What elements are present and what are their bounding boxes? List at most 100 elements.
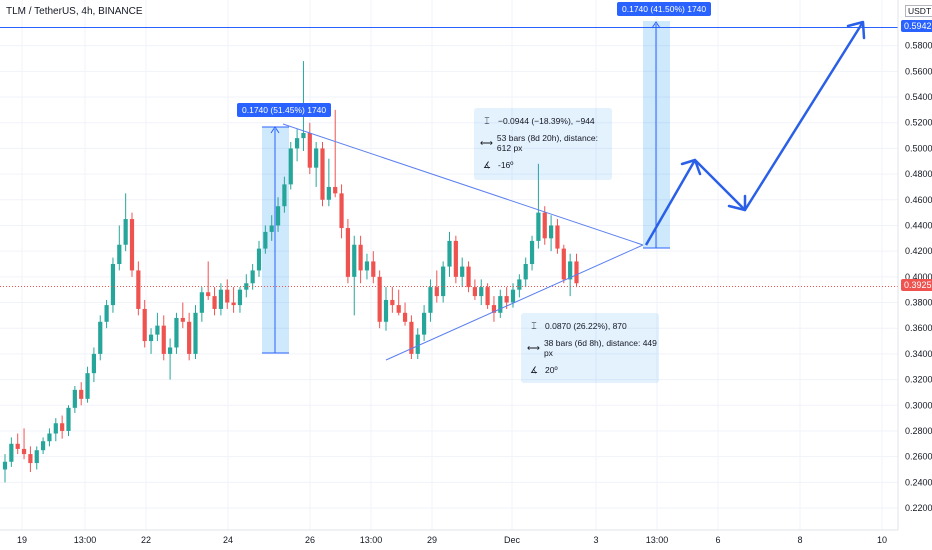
candle-body bbox=[218, 289, 223, 309]
candle-body bbox=[320, 148, 325, 200]
lower-info-price: 0.0870 (26.22%), 870 bbox=[545, 321, 627, 331]
candle-body bbox=[15, 443, 20, 449]
x-tick-label: 10 bbox=[877, 535, 887, 545]
candle-up bbox=[244, 274, 249, 298]
candle-body bbox=[301, 133, 306, 139]
candle-body bbox=[428, 287, 433, 313]
candle-body bbox=[2, 461, 8, 470]
candle-body bbox=[41, 441, 46, 451]
candle-up bbox=[110, 257, 116, 313]
x-tick-label: 13:00 bbox=[74, 535, 97, 545]
candle-down bbox=[60, 415, 65, 439]
candle-body bbox=[123, 219, 128, 245]
candle-body bbox=[453, 240, 458, 277]
candle-down bbox=[561, 244, 566, 284]
price-range-icon: ⌶ bbox=[531, 320, 537, 331]
candle-body bbox=[523, 264, 528, 280]
candle-up bbox=[263, 225, 268, 254]
right-measure-label[interactable]: 0.1740 (41.50%) 1740 bbox=[617, 2, 712, 16]
price-range-icon: ⌶ bbox=[484, 115, 490, 126]
candle-body bbox=[472, 287, 477, 297]
x-tick-label: 24 bbox=[223, 535, 233, 545]
candle-body bbox=[85, 373, 90, 399]
y-tick-label: 0.3400 bbox=[905, 349, 932, 359]
candle-body bbox=[148, 334, 154, 342]
currency-unit[interactable]: USDT bbox=[905, 5, 932, 17]
candle-down bbox=[28, 446, 33, 473]
candle-body bbox=[168, 347, 173, 354]
y-axis[interactable]: 0.2200 0.2400 0.2600 0.2800 0.3000 0.3200 0.34… bbox=[897, 0, 932, 530]
candle-body bbox=[72, 389, 77, 408]
x-tick-label: 29 bbox=[427, 535, 437, 545]
y-tick-label: 0.2400 bbox=[905, 477, 932, 487]
candle-up bbox=[2, 454, 8, 483]
y-tick-label: 0.2800 bbox=[905, 426, 932, 436]
candle-down bbox=[485, 283, 490, 309]
candle-body bbox=[377, 276, 382, 322]
candle-body bbox=[275, 206, 281, 226]
x-tick-label: 13:00 bbox=[360, 535, 383, 545]
candle-body bbox=[314, 148, 319, 168]
candle-up bbox=[98, 315, 103, 361]
candle-body bbox=[364, 261, 370, 271]
y-tick-label: 0.3600 bbox=[905, 323, 932, 333]
candle-up bbox=[256, 240, 262, 277]
candle-body bbox=[326, 186, 331, 200]
candle-body bbox=[104, 305, 109, 322]
candle-body bbox=[466, 266, 471, 288]
candle-up bbox=[269, 215, 274, 241]
candle-body bbox=[225, 289, 230, 303]
candle-up bbox=[428, 279, 433, 322]
candle-up bbox=[199, 287, 204, 322]
candle-down bbox=[377, 270, 382, 329]
candle-body bbox=[402, 312, 408, 322]
y-tick-label: 0.5000 bbox=[905, 143, 932, 153]
upper-info-price: −0.0944 (−18.39%), −944 bbox=[498, 116, 595, 126]
candle-down bbox=[358, 235, 363, 284]
upper-trendline bbox=[282, 123, 644, 246]
candle-down bbox=[79, 382, 84, 406]
candle-body bbox=[307, 133, 312, 168]
candle-down bbox=[504, 287, 509, 309]
candle-body bbox=[498, 296, 503, 313]
candle-body bbox=[110, 264, 116, 306]
candle-down bbox=[339, 184, 344, 239]
angle-icon: ∡ bbox=[482, 159, 492, 170]
candle-up bbox=[415, 328, 420, 360]
left-measure-label[interactable]: 0.1740 (51.45%) 1740 bbox=[237, 103, 332, 117]
candle-up bbox=[517, 274, 522, 298]
candle-body bbox=[529, 240, 535, 264]
candle-body bbox=[345, 228, 350, 277]
candle-body bbox=[79, 389, 84, 399]
projection-arrowhead-down bbox=[727, 194, 747, 212]
info-row-angle: ∡ 20º bbox=[521, 359, 659, 381]
y-tick-label: 0.4400 bbox=[905, 220, 932, 230]
candle-body bbox=[510, 289, 516, 303]
candle-body bbox=[358, 244, 363, 271]
candle-down bbox=[555, 219, 560, 254]
candle-body bbox=[206, 292, 211, 297]
candle-up bbox=[422, 305, 427, 342]
candle-body bbox=[231, 302, 236, 306]
info-row-bars: ⟷ 38 bars (6d 8h), distance: 449 px bbox=[521, 337, 659, 359]
right-measure-arrowhead bbox=[651, 21, 661, 29]
projection-arrowhead-up bbox=[680, 158, 702, 176]
candle-body bbox=[517, 279, 522, 290]
candle-down bbox=[333, 109, 338, 198]
y-tick-label: 0.3000 bbox=[905, 400, 932, 410]
candle-up bbox=[441, 261, 446, 303]
x-tick-label: 26 bbox=[305, 535, 315, 545]
y-tick-label: 0.4600 bbox=[905, 195, 932, 205]
x-tick-label: 3 bbox=[593, 535, 598, 545]
candle-up bbox=[549, 215, 554, 252]
candle-body bbox=[568, 261, 573, 280]
x-axis[interactable]: 19 13:00 22 24 26 13:00 29 Dec 3 13:00 6 8 10 bbox=[0, 529, 898, 545]
candle-body bbox=[383, 299, 389, 322]
candle-body bbox=[371, 261, 376, 277]
candle-down bbox=[491, 296, 497, 322]
candle-up bbox=[288, 142, 293, 190]
candle-body bbox=[28, 454, 33, 464]
target-price-tag: 0.5942 bbox=[901, 20, 932, 33]
